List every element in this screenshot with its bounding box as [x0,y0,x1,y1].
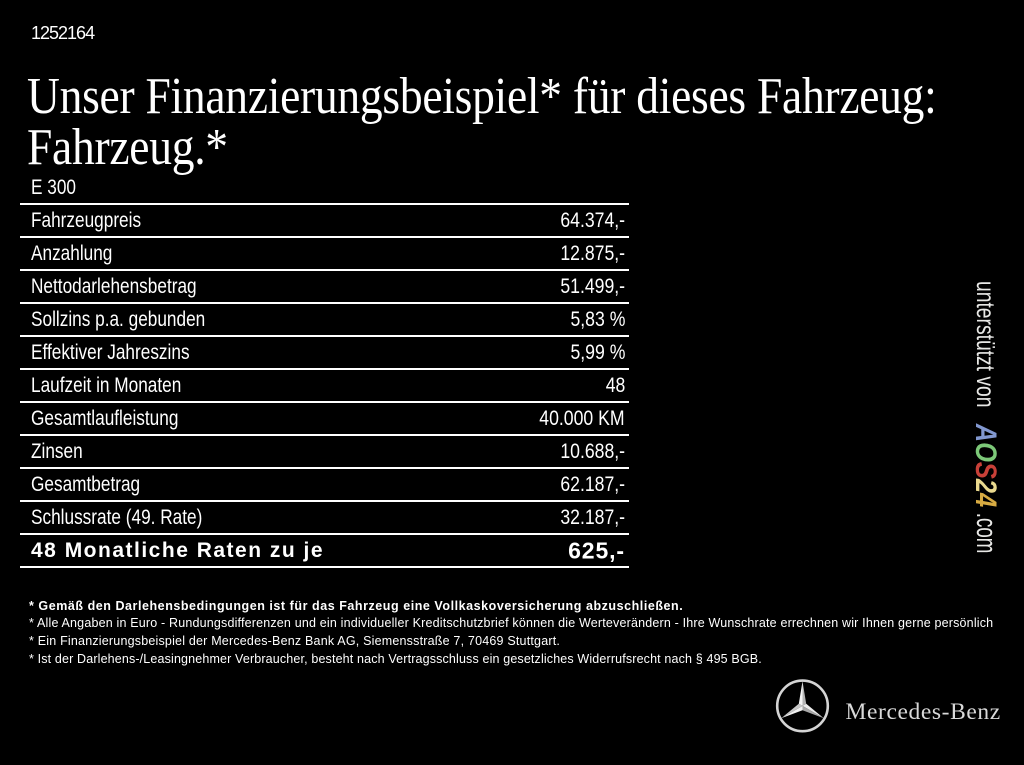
svg-text:unterstützt von: unterstützt von [971,281,1001,408]
svg-text:.com: .com [970,513,1002,554]
svg-text:Mercedes-Benz: Mercedes-Benz [846,699,1001,725]
svg-text:AOS24: AOS24 [969,423,1002,508]
